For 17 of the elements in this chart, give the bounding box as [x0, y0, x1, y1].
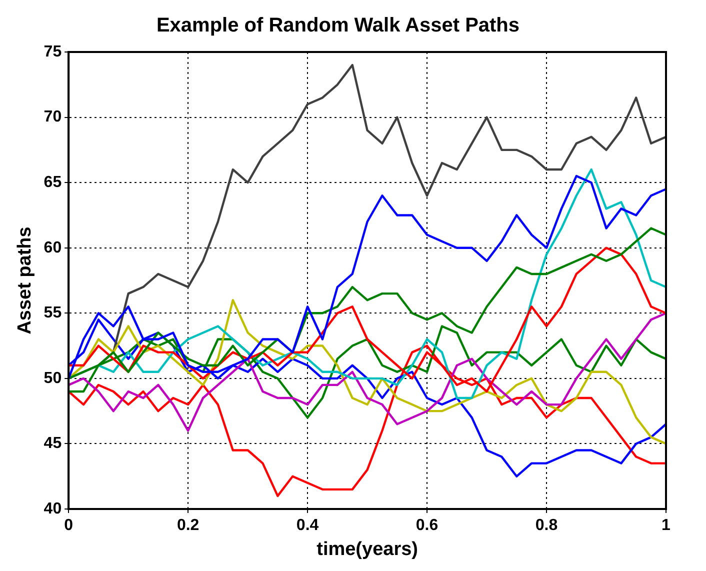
x-tick-label: 0.6 — [416, 517, 438, 534]
x-tick-label: 0.4 — [296, 517, 319, 534]
y-axis-title: Asset paths — [14, 226, 36, 334]
chart-title: Example of Random Walk Asset Paths — [156, 14, 520, 37]
x-tick-label: 0 — [64, 517, 74, 534]
y-tick-label: 75 — [44, 43, 62, 60]
y-tick-label: 55 — [44, 304, 62, 322]
y-tick-label: 65 — [44, 174, 62, 191]
x-axis-title: time(years) — [316, 538, 418, 560]
x-tick-label: 0.8 — [535, 517, 558, 534]
x-tick-label: 0.2 — [176, 517, 200, 534]
x-tick-label: 1 — [662, 517, 671, 534]
y-tick-label: 40 — [44, 500, 62, 518]
y-tick-label: 45 — [44, 435, 62, 452]
y-tick-label: 50 — [44, 370, 62, 387]
y-tick-label: 60 — [44, 239, 62, 256]
y-tick-label: 70 — [44, 108, 62, 126]
